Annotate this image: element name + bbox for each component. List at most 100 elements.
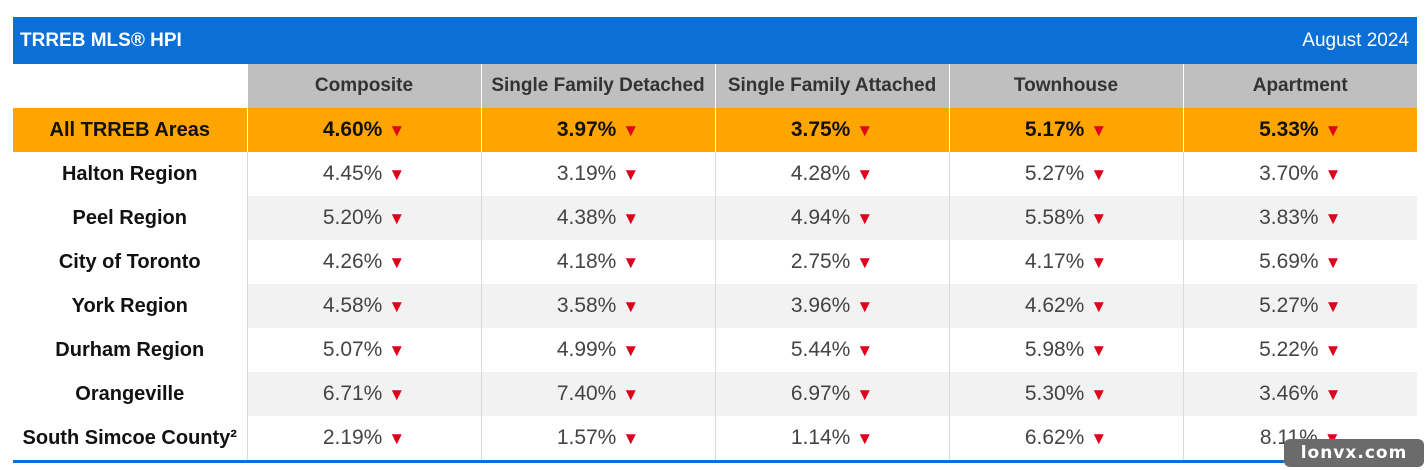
total-row: All TRREB Areas 4.60% ▼ 3.97% ▼ 3.75% ▼ 5.17% ▼ 5… [13,108,1417,152]
down-arrow-icon: ▼ [856,341,874,360]
hpi-change-value: 5.69% [1259,250,1319,273]
hpi-change-value: 4.45% [322,162,383,185]
hpi-change-value: 5.58% [1024,206,1085,229]
area-name: South Simcoe County² [22,426,237,449]
hpi-change-value: 5.20% [322,206,383,229]
area-name: Durham Region [55,338,205,361]
hpi-change-value: 5.33% [1259,118,1319,141]
hpi-change-cell: 4.28% ▼ [714,152,949,196]
hpi-change-cell: 3.97% ▼ [480,108,715,152]
hpi-change-value: 3.19% [556,162,617,185]
down-arrow-icon: ▼ [1090,209,1108,228]
hpi-change-cell: 3.83% ▼ [1182,196,1417,240]
down-arrow-icon: ▼ [856,385,874,404]
down-arrow-icon: ▼ [622,341,640,360]
watermark-logo: lonvx.com [1284,439,1424,467]
column-header: Apartment [1182,64,1417,108]
hpi-change-cell: 5.17% ▼ [948,108,1183,152]
table-row: South Simcoe County² 2.19% ▼ 1.57% ▼ 1.14% ▼ 6.… [13,416,1417,460]
down-arrow-icon: ▼ [1324,165,1342,184]
down-arrow-icon: ▼ [1090,297,1108,316]
hpi-change-value: 5.27% [1024,162,1085,185]
hpi-change-value: 4.99% [556,338,617,361]
hpi-change-cell: 7.40% ▼ [480,372,715,416]
down-arrow-icon: ▼ [1090,165,1108,184]
down-arrow-icon: ▼ [388,121,406,140]
column-header: Townhouse [948,64,1183,108]
down-arrow-icon: ▼ [1090,253,1108,272]
hpi-change-value: 5.44% [790,338,851,361]
hpi-change-value: 4.58% [322,294,383,317]
hpi-change-cell: 4.38% ▼ [480,196,715,240]
down-arrow-icon: ▼ [622,385,640,404]
down-arrow-icon: ▼ [1324,341,1342,360]
hpi-change-value: 3.46% [1259,382,1319,405]
hpi-change-cell: 3.19% ▼ [480,152,715,196]
hpi-change-value: 5.30% [1024,382,1085,405]
hpi-change-value: 4.17% [1024,250,1085,273]
hpi-change-value: 6.62% [1024,426,1085,449]
down-arrow-icon: ▼ [856,165,874,184]
hpi-change-value: 5.27% [1259,294,1319,317]
hpi-change-cell: 4.18% ▼ [480,240,715,284]
area-name: York Region [13,284,247,328]
area-name: Peel Region [13,196,247,240]
hpi-change-cell: 4.17% ▼ [948,240,1183,284]
hpi-change-cell: 4.60% ▼ [246,108,481,152]
hpi-change-cell: 6.62% ▼ [948,416,1183,460]
hpi-change-value: 1.57% [556,426,617,449]
hpi-change-value: 4.60% [322,118,383,141]
down-arrow-icon: ▼ [1324,385,1342,404]
column-header: Single Family Attached [714,64,949,108]
bottom-rule [13,460,1417,463]
table-row: Peel Region 5.20% ▼ 4.38% ▼ 4.94% ▼ 5.58% ▼ 3.83%… [13,196,1417,240]
hpi-change-cell: 5.07% ▼ [246,328,481,372]
down-arrow-icon: ▼ [1090,385,1108,404]
hpi-change-cell: 3.46% ▼ [1182,372,1417,416]
title-bar: TRREB MLS® HPI August 2024 [13,17,1417,64]
table-row: York Region 4.58% ▼ 3.58% ▼ 3.96% ▼ 4.62% ▼ 5.27%… [13,284,1417,328]
down-arrow-icon: ▼ [856,253,874,272]
hpi-change-value: 2.75% [790,250,851,273]
hpi-change-cell: 3.58% ▼ [480,284,715,328]
down-arrow-icon: ▼ [622,429,640,448]
hpi-change-value: 4.18% [556,250,617,273]
hpi-change-cell: 3.75% ▼ [714,108,949,152]
hpi-change-cell: 4.26% ▼ [246,240,481,284]
hpi-change-cell: 3.96% ▼ [714,284,949,328]
column-header-row: Composite Single Family Detached Single … [13,64,1417,108]
table-row: City of Toronto 4.26% ▼ 4.18% ▼ 2.75% ▼ 4.17% ▼ 5… [13,240,1417,284]
down-arrow-icon: ▼ [622,121,640,140]
down-arrow-icon: ▼ [1090,121,1108,140]
down-arrow-icon: ▼ [388,429,406,448]
hpi-change-cell: 4.62% ▼ [948,284,1183,328]
hpi-change-value: 4.94% [790,206,851,229]
hpi-change-value: 5.22% [1259,338,1319,361]
header-blank-cell [13,64,247,108]
hpi-table: Composite Single Family Detached Single … [13,64,1417,460]
hpi-change-value: 3.96% [790,294,851,317]
hpi-change-cell: 2.19% ▼ [246,416,481,460]
hpi-change-cell: 6.97% ▼ [714,372,949,416]
table-title: TRREB MLS® HPI [20,29,182,51]
hpi-change-cell: 5.27% ▼ [948,152,1183,196]
hpi-change-value: 5.17% [1024,118,1085,141]
down-arrow-icon: ▼ [1090,429,1108,448]
down-arrow-icon: ▼ [1090,341,1108,360]
hpi-change-value: 3.70% [1259,162,1319,185]
hpi-change-cell: 4.99% ▼ [480,328,715,372]
hpi-change-cell: 1.14% ▼ [714,416,949,460]
hpi-change-value: 5.07% [322,338,383,361]
down-arrow-icon: ▼ [856,121,874,140]
hpi-change-value: 3.83% [1259,206,1319,229]
hpi-change-cell: 2.75% ▼ [714,240,949,284]
hpi-change-value: 4.28% [790,162,851,185]
hpi-change-cell: 5.27% ▼ [1182,284,1417,328]
hpi-change-value: 3.75% [790,118,851,141]
table-row: Orangeville 6.71% ▼ 7.40% ▼ 6.97% ▼ 5.30% ▼ 3.46%… [13,372,1417,416]
down-arrow-icon: ▼ [388,253,406,272]
down-arrow-icon: ▼ [856,297,874,316]
down-arrow-icon: ▼ [388,165,406,184]
hpi-change-cell: 4.58% ▼ [246,284,481,328]
down-arrow-icon: ▼ [622,297,640,316]
